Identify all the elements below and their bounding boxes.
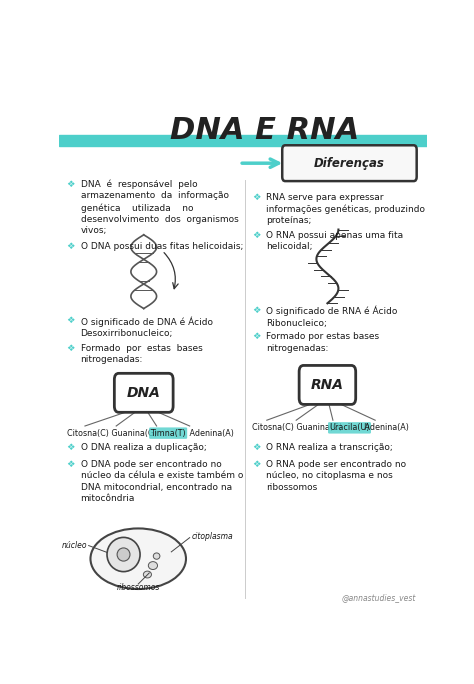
Text: ❖: ❖ — [66, 443, 75, 452]
Text: núcleo: núcleo — [61, 541, 87, 550]
Text: ❖: ❖ — [252, 443, 261, 452]
FancyBboxPatch shape — [114, 373, 173, 412]
Text: Citosna(C) Guanina(G): Citosna(C) Guanina(G) — [66, 429, 159, 438]
Text: O DNA possui duas fitas helicoidais;: O DNA possui duas fitas helicoidais; — [81, 241, 243, 250]
Text: ❖: ❖ — [252, 231, 261, 239]
Ellipse shape — [148, 562, 157, 570]
Text: Diferenças: Diferenças — [314, 157, 385, 170]
Text: O RNA realiza a transcrição;: O RNA realiza a transcrição; — [266, 443, 393, 452]
FancyBboxPatch shape — [282, 145, 417, 181]
Text: O RNA possui apenas uma fita
helicoidal;: O RNA possui apenas uma fita helicoidal; — [266, 231, 403, 251]
Text: citoplasma: citoplasma — [191, 531, 233, 540]
Ellipse shape — [117, 548, 130, 561]
Text: ❖: ❖ — [66, 344, 75, 353]
Text: @annastudies_vest: @annastudies_vest — [341, 594, 416, 603]
Text: ❖: ❖ — [252, 332, 261, 341]
Text: Uracila(U): Uracila(U) — [329, 423, 370, 432]
Ellipse shape — [91, 529, 186, 589]
Text: ❖: ❖ — [66, 179, 75, 189]
Text: Adenina(A): Adenina(A) — [187, 429, 234, 438]
Text: Timna(T): Timna(T) — [150, 429, 186, 438]
Text: RNA: RNA — [311, 378, 344, 392]
Text: O significado de DNA é Ácido
Desoxirribonucleico;: O significado de DNA é Ácido Desoxirribo… — [81, 317, 212, 339]
Text: O DNA pode ser encontrado no
núcleo da célula e existe também o
DNA mitocondrial: O DNA pode ser encontrado no núcleo da c… — [81, 460, 243, 503]
Text: ❖: ❖ — [66, 317, 75, 326]
FancyBboxPatch shape — [299, 365, 356, 404]
Text: Adenina(A): Adenina(A) — [362, 423, 409, 432]
Text: ❖: ❖ — [252, 193, 261, 202]
Ellipse shape — [143, 571, 152, 578]
Text: Citosna(C) Guanina(G): Citosna(C) Guanina(G) — [252, 423, 345, 432]
Text: ❖: ❖ — [252, 460, 261, 469]
Text: ❖: ❖ — [66, 241, 75, 250]
Bar — [59, 135, 427, 146]
Text: ribossomos: ribossomos — [117, 583, 160, 592]
Text: O significado de RNA é Ácido
Ribonucleico;: O significado de RNA é Ácido Ribonucleic… — [266, 306, 397, 328]
Text: O DNA realiza a duplicação;: O DNA realiza a duplicação; — [81, 443, 206, 452]
Text: DNA  é  responsável  pelo
armazenamento  da  informação
genética    utilizada   : DNA é responsável pelo armazenamento da … — [81, 179, 238, 235]
Text: ❖: ❖ — [66, 460, 75, 469]
Text: RNA serve para expressar
informações genéticas, produzindo
proteínas;: RNA serve para expressar informações gen… — [266, 193, 425, 225]
Text: DNA E RNA: DNA E RNA — [170, 116, 360, 145]
Ellipse shape — [107, 538, 140, 572]
Text: ❖: ❖ — [252, 306, 261, 315]
Ellipse shape — [153, 553, 160, 560]
Text: O RNA pode ser encontrado no
núcleo, no citoplasma e nos
ribossomos: O RNA pode ser encontrado no núcleo, no … — [266, 460, 406, 492]
Text: Formado por estas bases
nitrogenadas:: Formado por estas bases nitrogenadas: — [266, 332, 379, 353]
Text: Formado  por  estas  bases
nitrogenadas:: Formado por estas bases nitrogenadas: — [81, 344, 202, 365]
Text: DNA: DNA — [127, 386, 161, 400]
